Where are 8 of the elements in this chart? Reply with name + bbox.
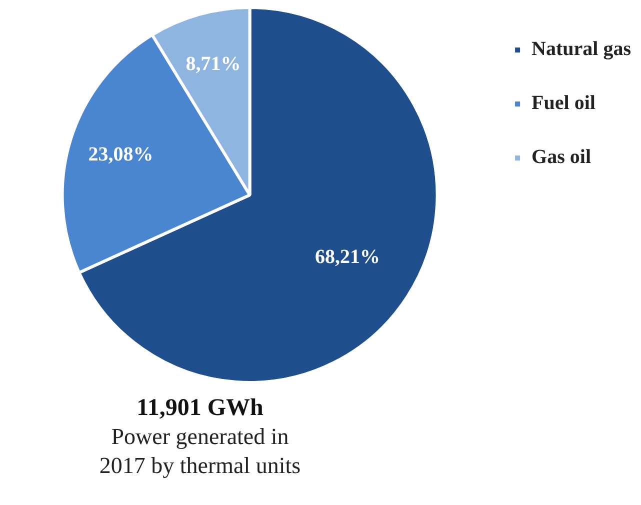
legend-label: Natural gas xyxy=(532,38,632,60)
data-label: 8,71% xyxy=(186,53,241,76)
data-label: 68,21% xyxy=(315,246,380,268)
text: 11,901 GWh xyxy=(136,395,264,422)
text: Power generated in 2017 by thermal units xyxy=(98,423,302,480)
legend-label: Gas oil xyxy=(532,146,592,168)
data-label: 23,08% xyxy=(88,143,154,166)
legend-label: Fuel oil xyxy=(532,92,596,114)
